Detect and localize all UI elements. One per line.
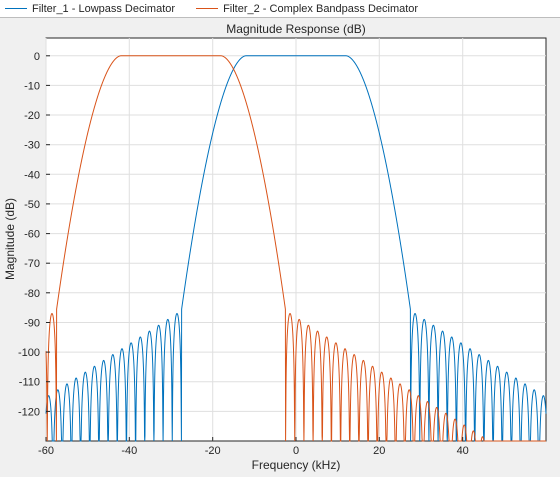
series-line-filter-1[interactable] [45,55,547,442]
grid-lines [45,38,546,441]
y-tick-label: -110 [19,377,40,389]
y-tick-label: -40 [24,169,40,181]
y-tick-label: -70 [24,258,40,270]
legend-swatch-filter-2 [196,8,219,9]
y-axis-label: Magnitude (dB) [3,198,17,280]
legend-label-filter-1: Filter_1 - Lowpass Decimator [32,2,176,15]
y-tick-label: -90 [24,318,40,330]
x-tick-label: -40 [121,445,137,457]
x-tick-label: -20 [205,445,221,457]
legend-label-filter-2: Filter_2 - Complex Bandpass Decimator [223,2,419,15]
chart-title: Magnitude Response (dB) [226,22,365,36]
y-tick-label: -20 [24,110,40,122]
y-tick-label: -30 [24,140,40,152]
y-tick-label: 0 [34,51,40,63]
x-tick-label: 40 [457,445,469,457]
legend-swatch-filter-1 [5,8,27,9]
x-tick-label: 20 [373,445,385,457]
x-tick-label: 0 [293,445,299,457]
y-tick-label: -100 [18,347,40,359]
y-tick-label: -50 [24,199,40,211]
y-tick-label: -10 [24,80,40,92]
series-line-filter-2[interactable] [45,55,546,442]
x-tick-label: -60 [38,445,54,457]
legend-entry-filter-1[interactable]: Filter_1 - Lowpass Decimator [5,3,175,15]
legend-entry-filter-2[interactable]: Filter_2 - Complex Bandpass Decimator [196,3,418,15]
legend: Filter_1 - Lowpass Decimator Filter_2 - … [0,0,560,18]
x-axis-label: Frequency (kHz) [252,458,341,472]
y-tick-label: -60 [24,229,40,241]
axis-ticks: -60 -40 -20 0 20 40 0 -10 -20 -30 -40 -50 -60 -70 -80 -… [18,51,469,457]
y-tick-label: -120 [18,406,40,418]
y-tick-label: -80 [24,288,40,300]
magnitude-response-chart[interactable]: Magnitude Response (dB) -60 -40 -20 0 20 400-… [0,18,560,477]
series-layer [45,55,547,442]
